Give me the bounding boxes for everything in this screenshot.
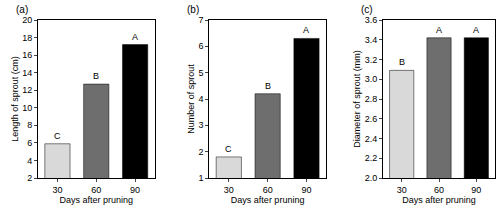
svg-text:B: B <box>399 57 405 67</box>
svg-text:C: C <box>54 131 61 141</box>
svg-text:30: 30 <box>397 185 407 195</box>
svg-text:4: 4 <box>199 94 204 104</box>
svg-text:8: 8 <box>27 120 32 130</box>
svg-text:30: 30 <box>224 185 234 195</box>
svg-text:Length of sprout (cm): Length of sprout (cm) <box>10 56 20 142</box>
svg-text:5: 5 <box>199 68 204 78</box>
svg-text:6: 6 <box>199 41 204 51</box>
svg-text:4: 4 <box>27 156 32 166</box>
svg-text:(c): (c) <box>361 4 373 15</box>
svg-text:Days after pruning: Days after pruning <box>59 195 133 205</box>
svg-text:A: A <box>303 25 309 35</box>
svg-text:18: 18 <box>22 33 32 43</box>
svg-text:3: 3 <box>199 120 204 130</box>
svg-text:A: A <box>436 25 442 35</box>
svg-text:10: 10 <box>22 103 32 113</box>
svg-text:3.6: 3.6 <box>365 15 378 25</box>
svg-text:90: 90 <box>130 185 140 195</box>
svg-text:90: 90 <box>471 185 481 195</box>
svg-text:A: A <box>473 25 479 35</box>
svg-text:B: B <box>93 71 99 81</box>
svg-text:14: 14 <box>22 68 32 78</box>
svg-text:Diameter of sprout (mm): Diameter of sprout (mm) <box>352 50 362 148</box>
svg-text:2.0: 2.0 <box>365 173 378 183</box>
svg-text:1: 1 <box>199 173 204 183</box>
svg-text:C: C <box>225 144 232 154</box>
svg-text:2.6: 2.6 <box>365 114 378 124</box>
svg-text:60: 60 <box>91 185 101 195</box>
svg-text:2: 2 <box>199 147 204 157</box>
svg-text:B: B <box>265 81 271 91</box>
svg-text:60: 60 <box>434 185 444 195</box>
svg-text:3.4: 3.4 <box>365 35 378 45</box>
svg-text:30: 30 <box>52 185 62 195</box>
svg-text:90: 90 <box>301 185 311 195</box>
svg-text:2.2: 2.2 <box>365 153 378 163</box>
svg-text:3.0: 3.0 <box>365 74 378 84</box>
svg-text:(a): (a) <box>16 4 28 15</box>
svg-text:6: 6 <box>27 138 32 148</box>
svg-text:Days after pruning: Days after pruning <box>231 195 305 205</box>
svg-text:2: 2 <box>27 173 32 183</box>
svg-text:Days after pruning: Days after pruning <box>402 195 476 205</box>
svg-text:7: 7 <box>199 15 204 25</box>
svg-text:20: 20 <box>22 15 32 25</box>
svg-text:Number of sprout: Number of sprout <box>186 64 196 134</box>
svg-text:60: 60 <box>263 185 273 195</box>
svg-text:(b): (b) <box>187 4 199 15</box>
svg-text:3.2: 3.2 <box>365 55 378 65</box>
svg-text:12: 12 <box>22 85 32 95</box>
svg-text:A: A <box>132 32 138 42</box>
svg-text:2.4: 2.4 <box>365 134 378 144</box>
svg-text:2.8: 2.8 <box>365 94 378 104</box>
svg-text:16: 16 <box>22 50 32 60</box>
